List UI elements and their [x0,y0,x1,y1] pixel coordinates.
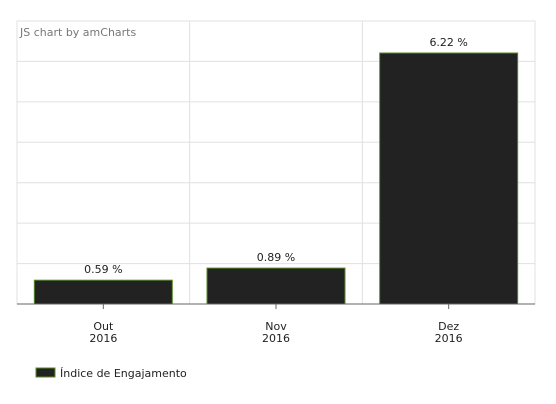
x-tick-label: Out [93,320,114,333]
legend[interactable]: Índice de Engajamento [35,367,187,380]
x-tick-label: Dez [438,320,459,333]
data-label: 0.59 % [84,263,122,276]
x-tick-label: Nov [265,320,287,333]
bar[interactable] [206,267,346,305]
bar[interactable] [33,279,173,305]
legend-label[interactable]: Índice de Engajamento [60,367,187,380]
x-tick-label: 2016 [262,332,290,345]
data-label: 6.22 % [429,36,467,49]
chart-watermark[interactable]: JS chart by amCharts [19,26,136,39]
data-label: 0.89 % [257,251,295,264]
x-tick-label: 2016 [89,332,117,345]
x-tick-label: 2016 [435,332,463,345]
legend-swatch[interactable] [35,367,56,378]
bar[interactable] [379,52,519,305]
data-labels: 0.59 % 0.89 % 6.22 % [84,36,468,276]
bars [33,52,519,305]
